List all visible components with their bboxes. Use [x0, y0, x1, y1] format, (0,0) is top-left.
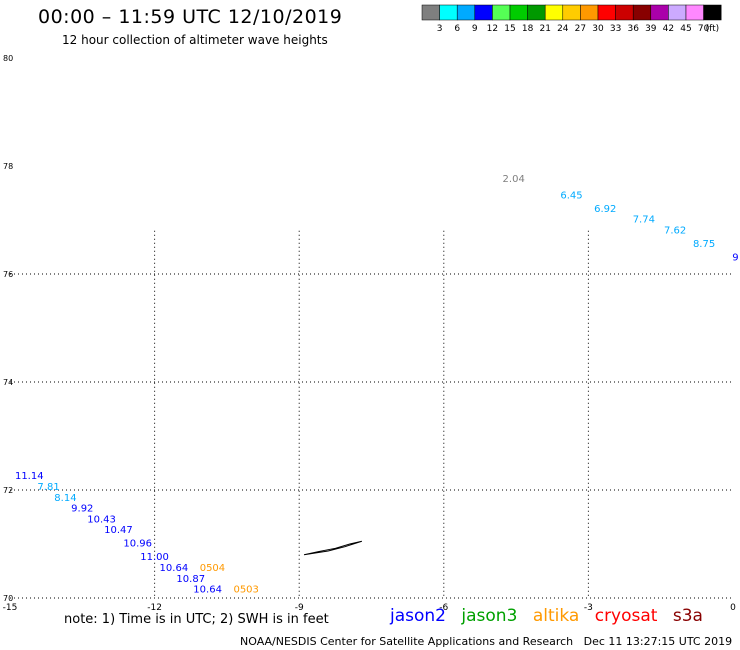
colorbar-label: 70: [698, 24, 710, 34]
colorbar-label: 9: [472, 24, 478, 34]
legend-jason3: jason3: [461, 606, 518, 626]
y-tick-label: 78: [3, 162, 13, 171]
coastline: [303, 540, 363, 556]
wave-height-label: 10.96: [123, 539, 152, 550]
colorbar-label: 6: [454, 24, 460, 34]
colorbar-label: 27: [575, 24, 586, 34]
wave-height-label: 10.43: [87, 514, 116, 525]
x-tick-label: -6: [439, 603, 448, 613]
legend-altika: altika: [532, 606, 580, 626]
wave-height-label: 10.47: [104, 525, 133, 536]
colorbar-label: 42: [663, 24, 674, 34]
wave-height-label: 7.81: [37, 482, 59, 493]
colorbar-label: 45: [680, 24, 691, 34]
y-tick-label: 70: [3, 594, 13, 603]
wave-height-label: 10.64: [193, 585, 222, 596]
x-tick-label: -15: [3, 603, 18, 613]
footer-note: note: 1) Time is in UTC; 2) SWH is in fe…: [64, 612, 329, 627]
x-tick-label: 0: [730, 603, 736, 613]
colorbar-unit: (ft): [706, 24, 720, 34]
colorbar-label: 33: [610, 24, 621, 34]
x-tick-label: -12: [147, 603, 162, 613]
wave-height-label: 0503: [233, 585, 258, 596]
wave-height-label: 7.74: [633, 215, 655, 226]
colorbar-label: 21: [539, 24, 550, 34]
wave-height-colorbar: 3 6 9 12 15 18 21 24 27 30 33 36 39 42 45 70(ft): [421, 4, 722, 34]
wave-height-label: 6.45: [560, 190, 582, 201]
y-tick-label: 80: [3, 54, 13, 63]
x-tick-label: -3: [584, 603, 593, 613]
legend-cryosat: cryosat: [594, 606, 658, 626]
wave-height-label: 11.00: [140, 552, 169, 563]
satellite-legend: jason2 jason3 altika cryosat s3a: [390, 606, 713, 626]
wave-height-label: 11.14: [15, 471, 44, 482]
colorbar-label: 24: [557, 24, 569, 34]
y-tick-label: 74: [3, 378, 13, 387]
colorbar-label: 30: [592, 24, 604, 34]
colorbar-label: 3: [437, 24, 443, 34]
y-tick-label: 72: [3, 486, 13, 495]
legend-jason2: jason2: [390, 606, 446, 626]
colorbar-label: 15: [504, 24, 515, 34]
y-tick-label: 76: [3, 270, 13, 279]
chart-subtitle: 12 hour collection of altimeter wave hei…: [62, 33, 328, 47]
footer-credit: NOAA/NESDIS Center for Satellite Applica…: [240, 635, 733, 648]
wave-height-label: 9.92: [71, 504, 93, 515]
colorbar-label: 36: [627, 24, 639, 34]
x-tick-label: -9: [295, 603, 304, 613]
wave-height-label: 10.87: [176, 574, 205, 585]
colorbar-swatch: [703, 4, 722, 21]
wave-height-label: 8.14: [54, 493, 76, 504]
wave-height-label: 7.62: [664, 226, 686, 237]
wave-height-label: 8.75: [693, 239, 715, 250]
colorbar-label: 39: [645, 24, 657, 34]
colorbar-label: 18: [522, 24, 534, 34]
colorbar-label: 12: [487, 24, 498, 34]
wave-height-label: 10.64: [160, 563, 189, 574]
chart-title: 00:00 – 11:59 UTC 12/10/2019: [38, 6, 343, 28]
wave-height-label: 0504: [200, 563, 225, 574]
wave-height-label: 6.92: [594, 204, 616, 215]
legend-s3a: s3a: [672, 606, 703, 626]
wave-height-label: 9: [732, 253, 738, 264]
wave-height-label: 2.04: [503, 174, 525, 185]
